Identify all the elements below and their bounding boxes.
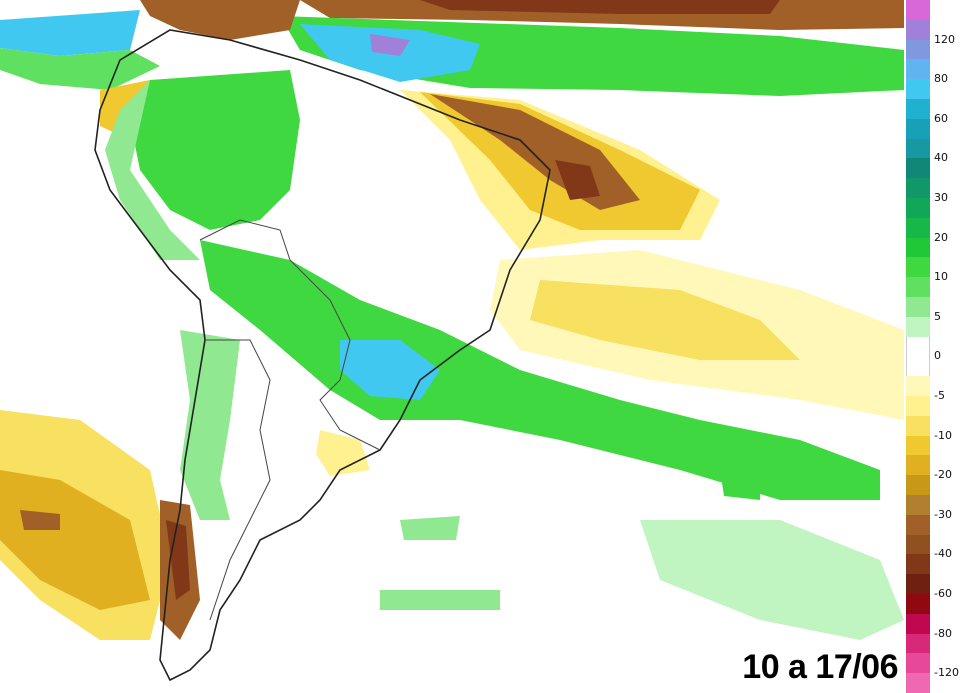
anomaly-area-chile-dark <box>166 520 190 600</box>
legend-swatch <box>906 356 930 377</box>
legend-label: -120 <box>934 666 959 680</box>
legend-swatch <box>906 435 930 456</box>
legend-label: 20 <box>934 230 948 244</box>
anomaly-area-north-purple <box>370 34 410 56</box>
legend-swatch <box>906 138 930 159</box>
legend-swatch <box>906 495 930 516</box>
legend-label: 40 <box>934 151 948 165</box>
period-label: 10 a 17/06 <box>742 648 898 686</box>
anomaly-area-satl-gold <box>530 280 800 360</box>
legend-label: 60 <box>934 111 948 125</box>
legend-swatch <box>906 297 930 318</box>
anomaly-area-nw-brown <box>140 0 300 40</box>
anomaly-area-spac-brown <box>20 510 60 530</box>
anomaly-area-central-blue <box>340 340 440 400</box>
color-legend: 120 80 60 40 30 20 10 5 0 -5 -10 -20 -30 -40 -60 -80 -12… <box>904 0 960 693</box>
legend-swatch <box>906 39 930 60</box>
legend-label: 10 <box>934 270 948 284</box>
legend-swatch <box>906 79 930 100</box>
legend-swatch <box>906 0 930 21</box>
legend-label: -5 <box>934 389 945 402</box>
anomaly-area-amazon-green <box>130 70 300 230</box>
anomaly-area-atlantic-green-spot <box>720 470 760 500</box>
legend-swatch <box>906 534 930 555</box>
anomaly-area-ne-dark <box>555 160 600 200</box>
legend-label: -10 <box>934 428 952 442</box>
legend-label: 5 <box>934 309 941 323</box>
brazil-border <box>199 219 381 451</box>
legend-swatch <box>906 316 930 338</box>
legend-swatch <box>906 653 930 674</box>
legend-swatch <box>906 217 930 239</box>
anomaly-area-spac-gold <box>0 470 150 610</box>
legend-swatch <box>906 178 930 199</box>
legend-swatch <box>906 336 930 357</box>
anomaly-area-caribbean-green <box>0 48 160 90</box>
legend-label: 0 <box>934 349 941 363</box>
anomaly-area-uruguay-yellow <box>316 430 370 476</box>
legend-swatch <box>906 475 930 496</box>
legend-swatch <box>906 158 930 179</box>
legend-swatch <box>906 376 930 397</box>
anomaly-area-amazon-light-green <box>105 80 200 260</box>
legend-swatch <box>906 514 930 536</box>
south-america-outline <box>94 29 551 682</box>
legend-label: -20 <box>934 468 952 482</box>
anomaly-area-central-green <box>200 240 880 500</box>
anomaly-area-caribbean-blue <box>0 10 140 56</box>
legend-swatch <box>906 455 930 476</box>
anomaly-area-atlantic-light-green <box>640 520 904 640</box>
legend-label: -40 <box>934 547 952 561</box>
legend-swatch <box>906 99 930 120</box>
legend-label: 30 <box>934 191 948 204</box>
legend-swatch <box>906 198 930 219</box>
anomaly-area-atlantic-green-spot-2 <box>380 590 500 610</box>
legend-label: 80 <box>934 72 948 86</box>
map-canvas <box>0 0 904 682</box>
andes-border <box>205 339 271 621</box>
legend-swatch <box>906 594 930 615</box>
legend-swatch <box>906 257 930 278</box>
legend-swatch <box>906 396 930 417</box>
legend-swatch <box>906 118 930 140</box>
legend-label: 120 <box>934 32 955 46</box>
legend-swatch <box>906 673 930 693</box>
legend-swatch <box>906 554 930 575</box>
legend-swatch <box>906 237 930 258</box>
legend-swatch <box>906 574 930 595</box>
anomaly-area-north-brown-dark <box>420 0 780 14</box>
legend-swatch <box>906 59 930 80</box>
legend-swatch <box>906 415 930 437</box>
legend-label: -80 <box>934 626 952 640</box>
legend-swatch <box>906 19 930 41</box>
legend-swatch <box>906 277 930 298</box>
legend-label: -30 <box>934 507 952 521</box>
anomaly-area-atlantic-green-spot-3 <box>400 516 460 540</box>
legend-swatch <box>906 633 930 654</box>
legend-swatch <box>906 613 930 635</box>
legend-label: -60 <box>934 587 952 600</box>
anomaly-area-central-light-green <box>180 330 240 520</box>
precipitation-anomaly-map <box>0 0 904 682</box>
